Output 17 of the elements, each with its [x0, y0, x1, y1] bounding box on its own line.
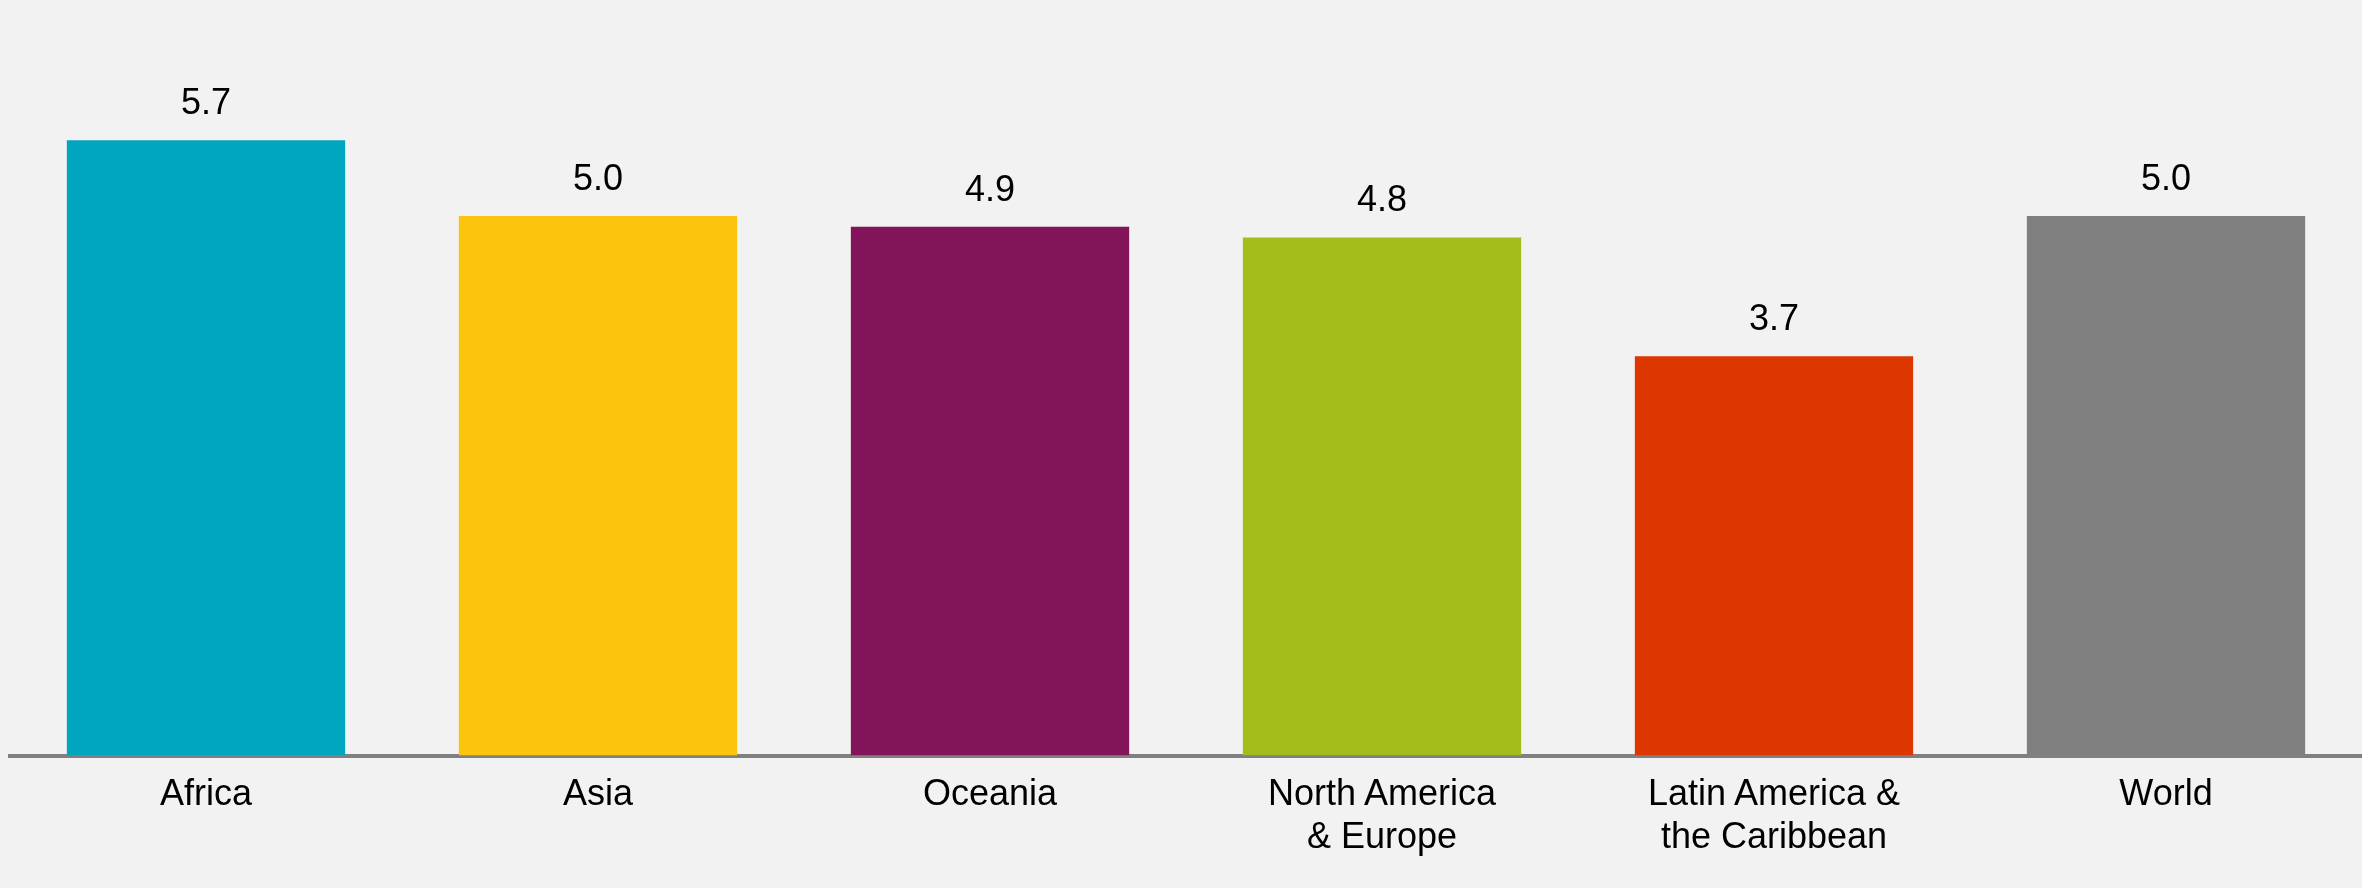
x-tick-label: Asia: [562, 772, 634, 814]
x-tick-label: Oceania: [922, 772, 1059, 814]
bar: [66, 140, 346, 756]
data-label: 3.7: [1748, 297, 1800, 339]
bar: [1634, 356, 1914, 756]
data-label: 5.7: [180, 81, 232, 123]
x-tick-label: Africa: [159, 772, 253, 814]
bar: [850, 226, 1130, 756]
data-label: 5.0: [2140, 156, 2192, 198]
x-tick-label: North America & Europe: [1267, 772, 1498, 857]
bar: [1242, 237, 1522, 756]
data-label: 5.0: [572, 156, 624, 198]
x-tick-label: World: [2119, 772, 2213, 814]
x-tick-label: Latin America & the Caribbean: [1647, 772, 1901, 857]
data-label: 4.8: [1356, 178, 1408, 220]
bar: [458, 215, 738, 756]
data-label: 4.9: [964, 167, 1016, 209]
